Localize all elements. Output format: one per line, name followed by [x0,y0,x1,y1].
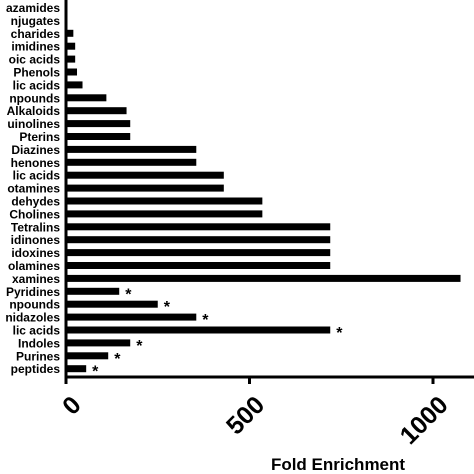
category-label: xamines [12,272,60,286]
category-label: Cholines [9,207,60,221]
category-label: idinones [11,233,61,247]
category-label: lic acids [13,324,61,338]
bar [66,133,131,140]
x-axis-label: Fold Enrichment [271,455,405,474]
x-axis-ticks: 0 500 1000 [57,377,454,450]
bar [66,55,76,63]
category-label: lic acids [13,169,61,183]
bar [66,249,331,257]
significance-marker: * [114,351,121,368]
significance-marker: * [336,325,343,342]
bar [66,145,197,153]
bar [66,326,331,334]
category-label: peptides [11,362,61,376]
bar [66,223,331,231]
bar [66,300,158,308]
category-label: npounds [9,91,60,105]
bar [66,120,131,128]
category-label: lic acids [13,78,61,92]
category-label: Phenols [13,66,60,80]
x-tick-label: 500 [221,391,270,440]
category-label: henones [11,156,61,170]
category-label: nidazoles [5,311,60,325]
bar [66,94,107,102]
bar [66,81,83,89]
category-label: otamines [7,182,60,196]
category-label: Purines [16,349,60,363]
bar [66,184,224,192]
bar [66,313,197,321]
category-label: Pyridines [6,285,60,299]
category-label: Alkaloids [7,104,61,118]
category-label: dehydes [11,195,60,209]
category-label: olamines [8,259,60,273]
significance-marker: * [202,312,209,329]
category-label: Tetralins [11,220,60,234]
category-label: oic acids [9,53,61,67]
bar [66,158,197,166]
bar [66,236,331,244]
bar [66,287,120,295]
bar [66,42,76,50]
bar [66,107,127,115]
category-label: Diazines [11,143,60,157]
significance-marker: * [125,286,132,303]
category-label: njugates [11,14,61,28]
category-label: imidines [11,40,60,54]
category-label: Pterins [19,130,60,144]
bar [66,29,74,37]
category-label: Indoles [18,336,60,350]
significance-marker: * [164,299,171,316]
category-label: azamides [6,1,60,15]
x-tick-label: 0 [57,391,87,421]
bar [66,68,78,76]
category-label: npounds [9,298,60,312]
bar [66,339,131,347]
bar [66,365,87,373]
bar [66,210,263,218]
category-label: uinolines [7,117,60,131]
significance-marker: * [92,364,99,381]
x-tick-label: 1000 [395,391,454,450]
bar [66,262,331,269]
significance-marker: * [136,338,143,355]
bar [66,274,461,282]
bar [66,171,224,179]
category-label: charides [11,27,61,41]
bar [66,197,263,205]
bar [66,352,109,360]
category-label: idoxines [11,246,60,260]
